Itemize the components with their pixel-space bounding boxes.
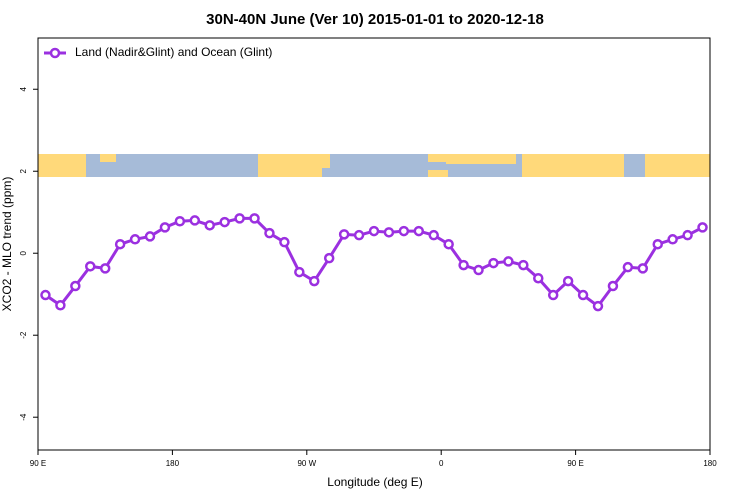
legend: Land (Nadir&Glint) and Ocean (Glint) [44,45,272,59]
data-point [85,261,96,272]
x-tick-label: 180 [703,459,717,468]
y-axis-label: XCO2 - MLO trend (ppm) [0,177,14,312]
data-point [562,275,574,287]
y-tick-label: -2 [19,331,28,339]
chart-title: 30N-40N June (Ver 10) 2015-01-01 to 2020… [206,11,544,28]
data-point [353,229,365,241]
data-point [174,215,186,227]
data-point [518,259,529,271]
data-point [159,222,171,233]
y-tick-label: 2 [19,168,28,173]
data-point [577,289,589,301]
data-point [667,234,678,245]
data-point [338,229,350,240]
x-axis-label: Longitude (deg E) [327,475,422,489]
data-point [503,256,514,267]
data-point [398,225,410,237]
data-point [592,300,604,312]
data-point [219,216,230,228]
x-tick-label: 90 E [30,459,46,468]
y-tick-label: 4 [19,86,28,91]
data-point [234,213,245,224]
data-point [294,266,305,278]
data-point [323,252,335,264]
data-point [488,257,499,269]
data-point [264,227,275,239]
data-point [533,272,544,284]
data-point [652,238,663,250]
data-point [55,300,66,311]
x-tick-label: 180 [166,459,180,468]
data-point [682,229,693,241]
data-point [40,289,51,301]
data-point [70,280,81,292]
data-point [458,259,469,271]
data-point [637,263,649,274]
x-tick-label: 90 W [297,459,316,468]
data-point [368,225,380,237]
data-point [607,280,619,292]
data-point [622,261,634,273]
legend-label: Land (Nadir&Glint) and Ocean (Glint) [75,45,272,59]
data-point [189,215,201,226]
data-point [114,238,126,250]
data-point [129,234,141,245]
x-tick-label: 0 [439,459,444,468]
data-point [383,227,395,238]
data-point [204,220,215,231]
data-point [99,263,111,274]
data-point [547,289,559,301]
data-point [249,213,260,224]
data-point [309,275,320,287]
data-point [443,238,454,250]
data-point [473,264,484,276]
plot-frame [37,37,711,451]
data-point [413,225,425,237]
map-strip [38,154,710,177]
data-point [279,236,290,248]
data-point [697,222,708,233]
y-tick-label: 0 [19,250,28,255]
legend-marker [49,47,61,59]
data-point [428,229,439,241]
x-tick-label: 90 E [567,459,583,468]
data-point [144,231,156,242]
y-tick-label: -4 [19,413,28,421]
